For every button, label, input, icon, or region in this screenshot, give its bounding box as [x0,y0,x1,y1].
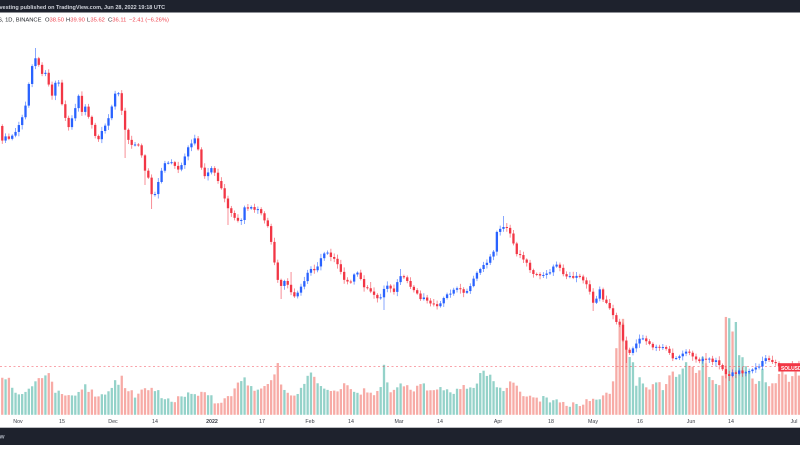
svg-text:O: O [45,17,50,23]
svg-text:H: H [66,17,70,23]
svg-text:2022: 2022 [206,419,218,425]
svg-text:May: May [588,419,598,425]
svg-text:15: 15 [59,419,65,425]
svg-text:35.62: 35.62 [90,17,105,23]
svg-text:w: w [0,433,6,440]
svg-text:L: L [87,17,91,23]
svg-text:Apr: Apr [494,419,502,425]
svg-text:S, 1D, BINANCE: S, 1D, BINANCE [0,17,42,23]
svg-text:14: 14 [728,419,734,425]
svg-text:36.11: 36.11 [112,17,126,23]
svg-text:Mar: Mar [394,419,403,425]
svg-text:14: 14 [348,419,354,425]
svg-text:C: C [108,17,112,23]
svg-text:38.50: 38.50 [50,17,65,23]
svg-text:14: 14 [437,419,443,425]
svg-text:14: 14 [152,419,158,425]
svg-text:−2.41 (−6.26%): −2.41 (−6.26%) [129,17,169,23]
svg-text:18: 18 [548,419,554,425]
svg-text:vesting published on TradingVi: vesting published on TradingView.com, Ju… [0,5,165,11]
svg-text:Dec: Dec [108,419,118,425]
svg-text:16: 16 [637,419,643,425]
svg-text:17: 17 [259,419,265,425]
svg-text:Nov: Nov [13,419,23,425]
svg-text:39.90: 39.90 [70,17,85,23]
svg-text:Jul: Jul [791,419,798,425]
svg-text:SOLUSD: SOLUSD [781,366,800,372]
svg-text:Jun: Jun [687,419,696,425]
svg-text:Feb: Feb [305,419,314,425]
